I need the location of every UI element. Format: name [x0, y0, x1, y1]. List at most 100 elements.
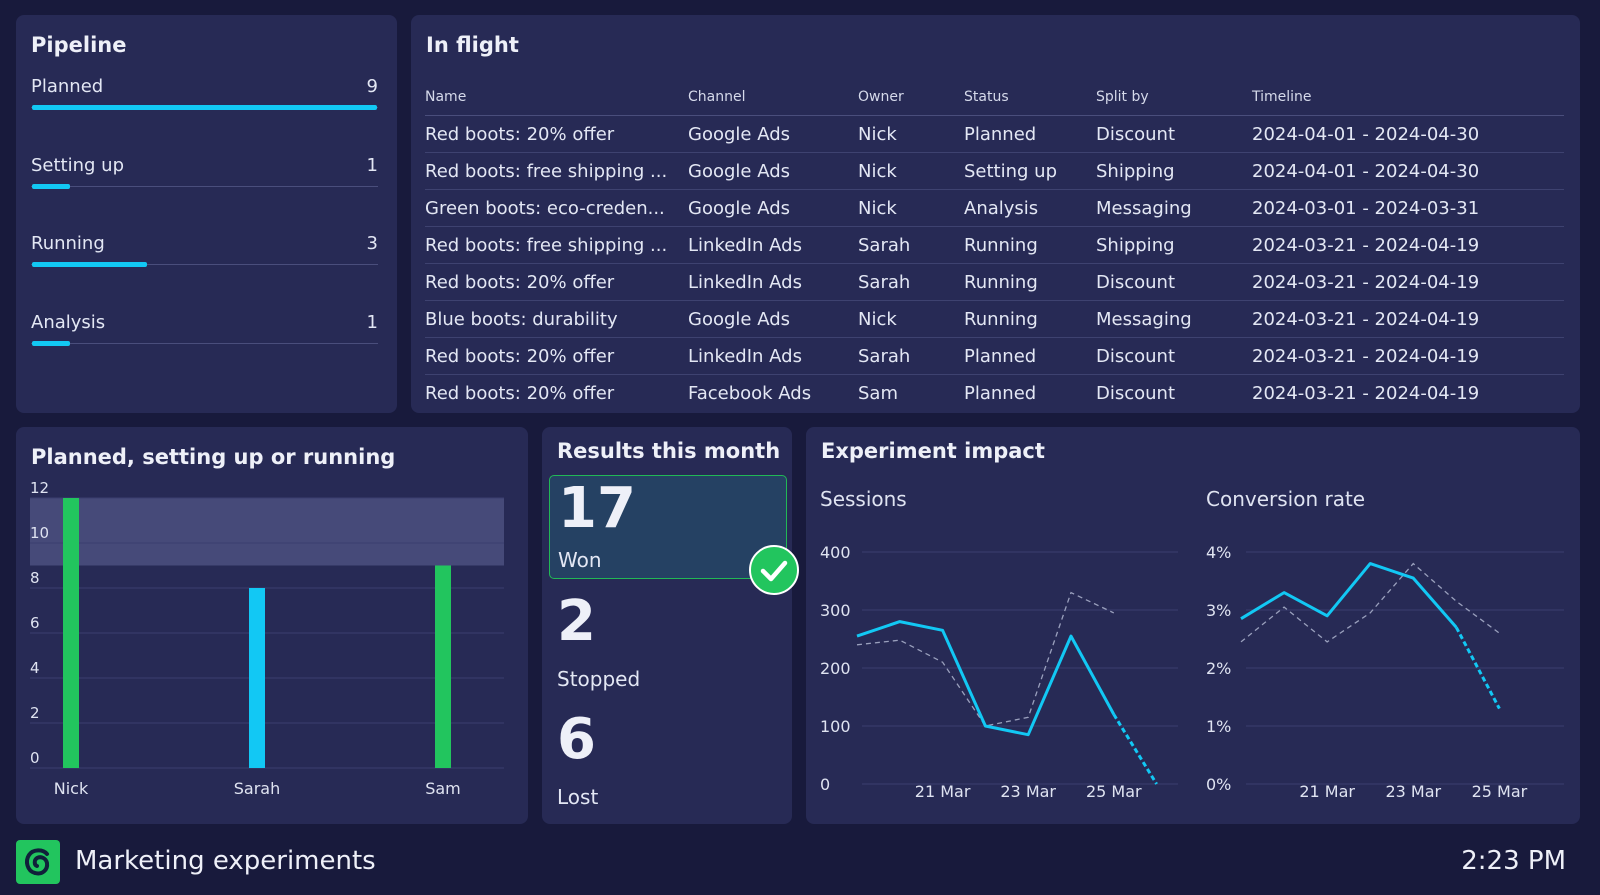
pipeline-stage-label: Setting up — [31, 155, 125, 176]
pipeline-track — [31, 264, 378, 265]
y-tick-label: 0 — [30, 749, 40, 767]
x-tick-label: 23 Mar — [1000, 782, 1056, 801]
table-cell: 2024-03-21 - 2024-04-19 — [1252, 337, 1564, 375]
table-cell: Nick — [858, 300, 964, 338]
y-tick-label: 400 — [820, 543, 851, 562]
current-series-line — [856, 620, 1116, 737]
geckoboard-logo-icon — [16, 840, 60, 884]
table-cell: Discount — [1096, 337, 1252, 375]
table-cell: Red boots: free shipping ... — [425, 226, 688, 264]
x-tick-label: 23 Mar — [1385, 782, 1441, 801]
table-cell: Setting up — [964, 152, 1096, 190]
table-cell: 2024-03-21 - 2024-04-19 — [1252, 382, 1480, 404]
current-series-projection — [1112, 713, 1158, 785]
clock: 2:23 PM — [1461, 846, 1566, 876]
y-tick-label: 2% — [1206, 659, 1231, 678]
pipeline-stage-count: 1 — [366, 155, 378, 176]
pipeline-title: Pipeline — [31, 33, 127, 57]
in-flight-title: In flight — [426, 33, 519, 57]
table-cell: Messaging — [1096, 189, 1252, 227]
table-cell: 2024-03-21 - 2024-04-19 — [1252, 263, 1564, 301]
table-cell: Green boots: eco-creden... — [425, 189, 688, 227]
pipeline-stage-count: 1 — [366, 312, 378, 333]
bar-chart-title: Planned, setting up or running — [31, 445, 396, 469]
y-tick-label: 4% — [1206, 543, 1231, 562]
table-cell: Red boots: 20% offer — [425, 263, 688, 301]
pipeline-stage-count: 9 — [366, 76, 378, 97]
impact-line-charts: Sessions Conversion rate 0 100 200 300 400 21 M… — [820, 487, 1564, 801]
y-tick-label: 12 — [30, 479, 49, 497]
table-cell: Analysis — [964, 189, 1096, 227]
table-cell: Discount — [1096, 382, 1176, 404]
sessions-chart-title: Sessions — [820, 487, 907, 511]
table-cell: Google Ads — [688, 152, 858, 190]
y-tick-label: 0% — [1206, 775, 1231, 794]
in-flight-panel: In flight Name Channel Owner Status Split by… — [411, 15, 1580, 413]
table-cell: Nick — [858, 189, 964, 227]
app-title: Marketing experiments — [75, 846, 376, 876]
y-tick-label: 200 — [820, 659, 851, 678]
table-row: Green boots: eco-creden... Google Ads Nick… — [425, 189, 1564, 227]
y-tick-label: 100 — [820, 717, 851, 736]
table-cell: Red boots: 20% offer — [425, 337, 688, 375]
comparison-series-line — [856, 591, 1115, 727]
pipeline-stage-label: Planned — [31, 76, 104, 97]
won-count: 17 — [558, 476, 636, 541]
table-cell: 2024-04-01 - 2024-04-30 — [1252, 152, 1564, 190]
table-cell: LinkedIn Ads — [688, 263, 858, 301]
x-tick-label: 25 Mar — [1472, 782, 1528, 801]
y-tick-label: 6 — [30, 614, 40, 632]
table-cell: Blue boots: durability — [425, 300, 688, 338]
table-cell: Facebook Ads — [688, 382, 812, 404]
y-tick-label: 4 — [30, 659, 40, 677]
pipeline-track — [31, 343, 378, 344]
table-row: Blue boots: durability Google Ads Nick Runn… — [425, 300, 1564, 338]
experiment-impact-panel: Experiment impact Sessions Conversion rat… — [806, 427, 1580, 824]
lost-count: 6 — [557, 707, 596, 772]
owner-bar-chart: 0 2 4 6 8 10 12 Nick Sarah Sam — [30, 479, 504, 798]
bar — [249, 588, 265, 768]
column-header: Status — [964, 79, 1096, 116]
pipeline-stage-count: 3 — [366, 233, 378, 254]
pipeline-progress-bar — [32, 341, 70, 346]
table-cell: 2024-03-21 - 2024-04-19 — [1252, 226, 1564, 264]
table-cell: Shipping — [1096, 226, 1252, 264]
table-cell: LinkedIn Ads — [688, 337, 858, 375]
table-cell: Running — [964, 226, 1096, 264]
y-tick-label: 300 — [820, 601, 851, 620]
table-row: Red boots: 20% offer Facebook Ads Sam Plann… — [425, 375, 1564, 412]
current-series-projection — [1455, 626, 1501, 710]
table-cell: Red boots: 20% offer — [425, 382, 615, 404]
table-cell: Sam — [858, 382, 898, 404]
table-row: Red boots: free shipping ... Google Ads Ni… — [425, 152, 1564, 190]
pipeline-track — [31, 186, 378, 187]
table-cell: Planned — [964, 382, 1037, 404]
table-cell: Red boots: free shipping ... — [425, 152, 688, 190]
y-tick-label: 2 — [30, 704, 40, 722]
table-cell: Discount — [1096, 115, 1252, 153]
table-cell: Google Ads — [688, 115, 858, 153]
x-tick-label: 21 Mar — [915, 782, 971, 801]
stopped-label: Stopped — [557, 667, 641, 691]
table-cell: Sarah — [858, 337, 964, 375]
table-cell: Running — [964, 300, 1096, 338]
pipeline-row: Analysis 1 — [31, 312, 378, 352]
pipeline-row: Setting up 1 — [31, 155, 378, 195]
highlight-band — [30, 498, 504, 566]
won-label: Won — [558, 548, 602, 572]
bar — [63, 498, 79, 768]
lost-label: Lost — [557, 785, 599, 809]
table-row: Red boots: 20% offer LinkedIn Ads Sarah Run… — [425, 263, 1564, 301]
table-cell: Shipping — [1096, 152, 1252, 190]
results-title: Results this month — [557, 439, 781, 463]
y-tick-label: 0 — [820, 775, 830, 794]
table-cell: Nick — [858, 152, 964, 190]
comparison-series-line — [1240, 562, 1500, 643]
column-header: Owner — [858, 79, 964, 116]
owner-bar-chart-panel: Planned, setting up or running 0 2 4 6 8 10 12… — [16, 427, 528, 824]
results-panel: Results this month 17 Won 2 Stopped 6 Lo… — [542, 427, 799, 824]
table-cell: Running — [964, 263, 1096, 301]
table-cell: Planned — [964, 337, 1096, 375]
current-series-line — [1240, 562, 1458, 629]
pipeline-progress-bar — [32, 184, 70, 189]
